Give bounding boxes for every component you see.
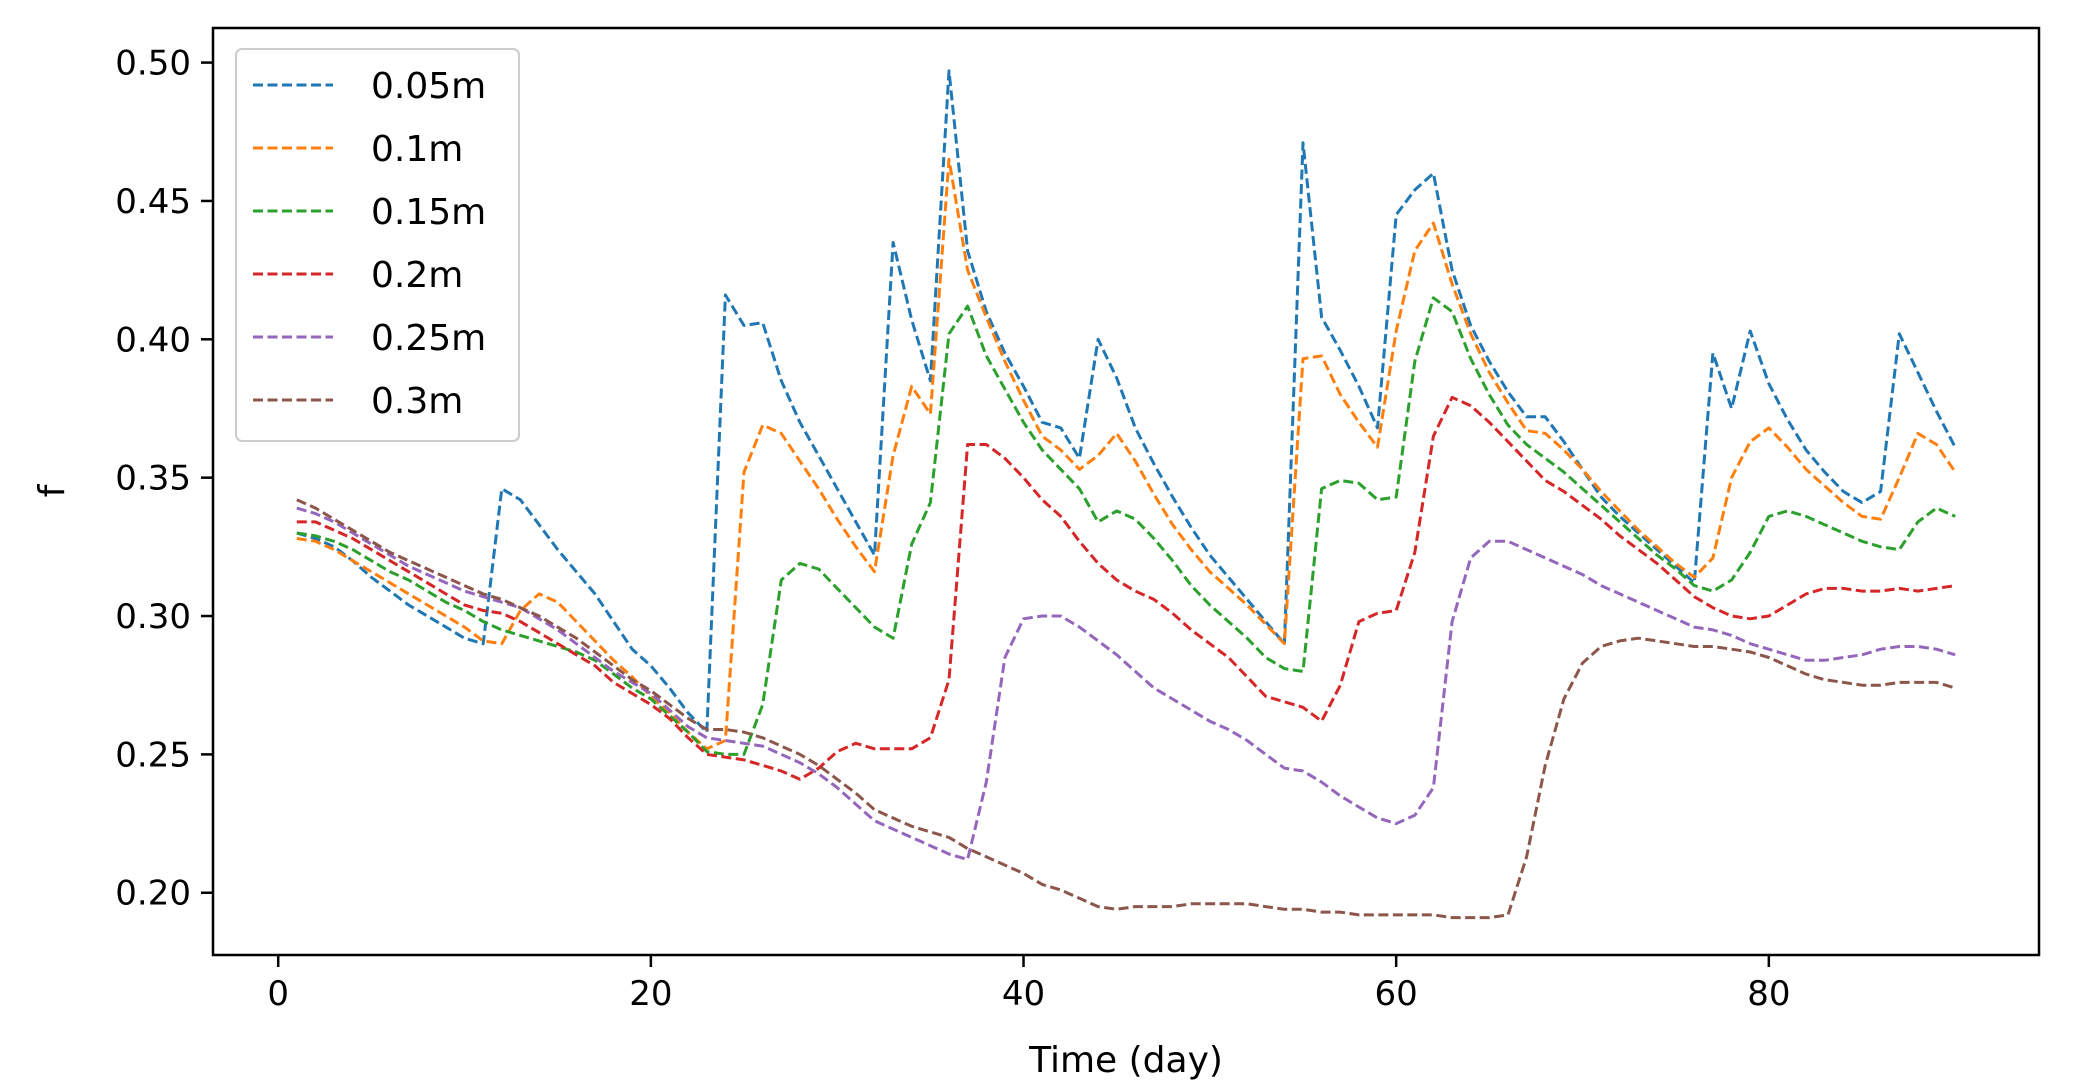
y-axis-label: f bbox=[32, 483, 73, 497]
x-tick-label-4: 80 bbox=[1747, 974, 1790, 1014]
legend-label-1: 0.1m bbox=[371, 129, 463, 170]
x-tick-label-0: 0 bbox=[267, 974, 289, 1014]
x-tick-label-3: 60 bbox=[1375, 974, 1418, 1014]
legend-label-5: 0.3m bbox=[371, 381, 463, 422]
y-tick-label-0: 0.20 bbox=[115, 874, 191, 914]
legend-label-4: 0.25m bbox=[371, 318, 486, 359]
y-tick-label-5: 0.45 bbox=[115, 182, 191, 222]
series-line-3 bbox=[296, 395, 1956, 781]
x-axis-ticks: 0 20 40 60 80 bbox=[267, 955, 1790, 1014]
legend-label-3: 0.2m bbox=[371, 255, 463, 296]
y-tick-label-2: 0.30 bbox=[115, 597, 191, 637]
x-axis-label: Time (day) bbox=[1028, 1040, 1223, 1081]
y-tick-label-6: 0.50 bbox=[115, 44, 191, 84]
legend-frame bbox=[235, 48, 520, 442]
legend: 0.05m 0.1m 0.15m 0.2m 0.25m 0.3m bbox=[235, 48, 520, 442]
series-line-0 bbox=[296, 69, 1957, 734]
legend-label-0: 0.05m bbox=[371, 66, 486, 107]
y-tick-label-4: 0.40 bbox=[115, 320, 191, 360]
x-tick-label-2: 40 bbox=[1002, 974, 1045, 1014]
y-axis-ticks: 0.20 0.25 0.30 0.35 0.40 0.45 0.50 bbox=[115, 44, 213, 914]
x-tick-label-1: 20 bbox=[629, 974, 672, 1014]
series-line-4 bbox=[296, 506, 1956, 861]
y-tick-label-1: 0.25 bbox=[115, 735, 191, 775]
series-line-1 bbox=[296, 157, 1957, 751]
series-layer bbox=[296, 69, 1957, 920]
series-line-2 bbox=[296, 296, 1956, 756]
plot-area-frame bbox=[211, 26, 2041, 957]
y-tick-label-3: 0.35 bbox=[115, 459, 191, 499]
series-line-5 bbox=[296, 498, 1956, 920]
legend-label-2: 0.15m bbox=[371, 192, 486, 233]
